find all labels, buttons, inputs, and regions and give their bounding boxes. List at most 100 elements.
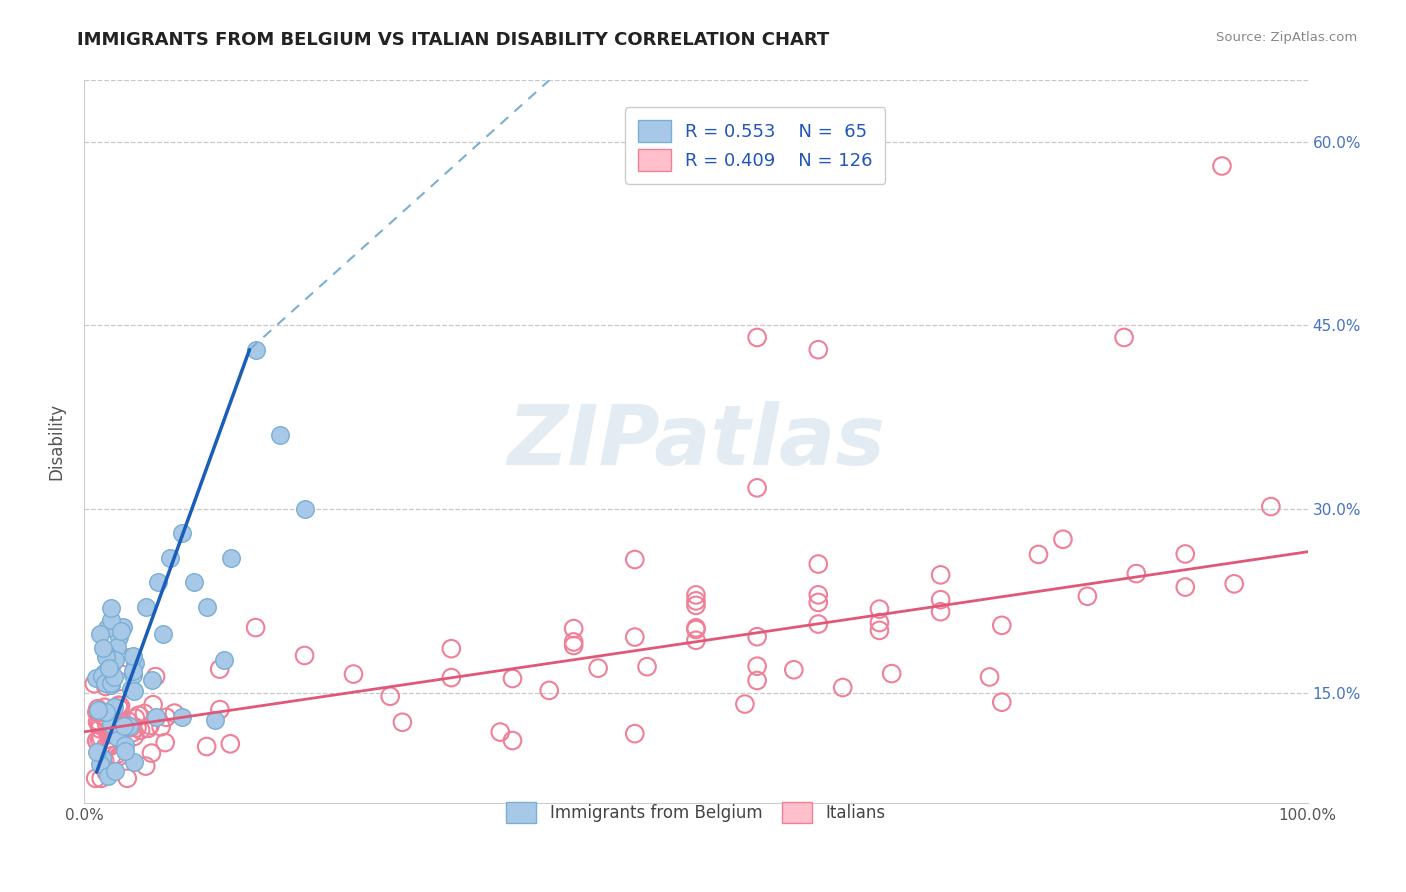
Point: [245, 621, 267, 635]
Point: [1223, 577, 1246, 591]
Point: [93, 700, 115, 714]
Point: [172, 710, 194, 724]
Point: [122, 683, 145, 698]
Point: [391, 715, 413, 730]
Point: [107, 698, 129, 713]
Point: [90, 772, 112, 786]
Point: [538, 683, 561, 698]
Point: [869, 602, 891, 616]
Point: [1260, 500, 1282, 514]
Point: [100, 738, 122, 752]
Point: [86, 734, 108, 748]
Point: [117, 718, 139, 732]
Point: [87, 703, 110, 717]
Point: [83, 676, 105, 690]
Point: [84, 772, 107, 786]
Point: [108, 721, 131, 735]
Point: [91, 750, 114, 764]
Point: [807, 595, 830, 609]
Point: [87, 714, 110, 728]
Point: [86, 733, 108, 747]
Point: [89, 718, 111, 732]
Point: [783, 663, 806, 677]
Point: [100, 600, 122, 615]
Point: [929, 592, 952, 607]
Point: [117, 772, 139, 786]
Point: [145, 710, 167, 724]
Point: [734, 697, 756, 711]
Point: [114, 738, 136, 752]
Point: [929, 605, 952, 619]
Point: [107, 630, 129, 644]
Point: [929, 567, 952, 582]
Point: [153, 735, 176, 749]
Point: [100, 613, 122, 627]
Point: [1174, 580, 1197, 594]
Point: [100, 676, 122, 690]
Point: [107, 714, 129, 729]
Point: [117, 651, 139, 665]
Point: [135, 599, 157, 614]
Point: [103, 670, 125, 684]
Point: [807, 343, 830, 357]
Point: [685, 621, 707, 635]
Point: [219, 737, 242, 751]
Point: [440, 641, 463, 656]
Point: [269, 428, 291, 442]
Point: [807, 557, 830, 571]
Point: [440, 671, 463, 685]
Point: [1174, 547, 1197, 561]
Point: [562, 622, 585, 636]
Point: [245, 343, 267, 357]
Point: [111, 619, 134, 633]
Point: [96, 674, 118, 689]
Point: [93, 754, 115, 768]
Point: [120, 721, 142, 735]
Point: [100, 652, 122, 666]
Point: [155, 710, 177, 724]
Point: [747, 330, 769, 344]
Point: [502, 672, 524, 686]
Point: [96, 717, 118, 731]
Point: [98, 664, 121, 678]
Point: [111, 716, 134, 731]
Point: [146, 575, 169, 590]
Point: [97, 768, 120, 782]
Point: [624, 726, 647, 740]
Legend: Immigrants from Belgium, Italians: Immigrants from Belgium, Italians: [495, 790, 897, 834]
Point: [807, 617, 830, 632]
Point: [342, 667, 364, 681]
Point: [152, 627, 174, 641]
Point: [880, 666, 903, 681]
Point: [831, 681, 853, 695]
Point: [91, 709, 114, 723]
Point: [103, 699, 125, 714]
Point: [124, 730, 146, 744]
Point: [84, 671, 107, 685]
Point: [89, 627, 111, 641]
Point: [89, 733, 111, 747]
Point: [89, 757, 111, 772]
Point: [121, 726, 143, 740]
Point: [869, 615, 891, 630]
Point: [195, 599, 218, 614]
Point: [685, 633, 707, 648]
Point: [204, 713, 226, 727]
Point: [294, 502, 316, 516]
Point: [100, 678, 122, 692]
Text: ZIPatlas: ZIPatlas: [508, 401, 884, 482]
Point: [129, 723, 152, 738]
Text: IMMIGRANTS FROM BELGIUM VS ITALIAN DISABILITY CORRELATION CHART: IMMIGRANTS FROM BELGIUM VS ITALIAN DISAB…: [77, 31, 830, 49]
Point: [127, 708, 149, 723]
Point: [96, 725, 118, 739]
Point: [380, 690, 402, 704]
Point: [1211, 159, 1233, 173]
Point: [105, 727, 128, 741]
Point: [624, 630, 647, 644]
Point: [685, 594, 707, 608]
Point: [636, 659, 658, 673]
Point: [105, 730, 128, 744]
Point: [101, 738, 124, 752]
Point: [110, 728, 132, 742]
Point: [502, 733, 524, 747]
